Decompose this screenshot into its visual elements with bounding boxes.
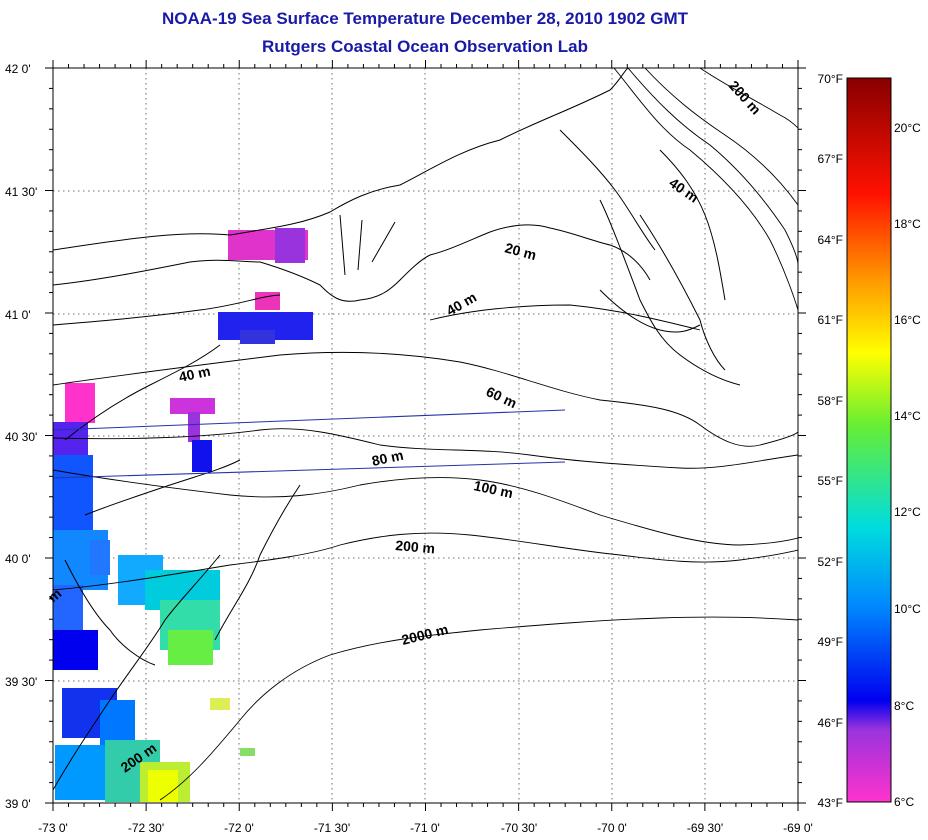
f-label: 67°F <box>818 152 843 166</box>
lon-label: -70 0' <box>597 821 627 835</box>
lon-label: -72 0' <box>224 821 254 835</box>
contour-label: 60 m <box>484 383 520 411</box>
lat-label: 39 30' <box>5 675 37 689</box>
f-label: 46°F <box>818 716 843 730</box>
latitude-labels: 42 0' 41 30' 41 0' 40 30' 40 0' 39 30' 3… <box>5 62 37 811</box>
colorbar-gradient <box>846 77 892 803</box>
map-subtitle: Rutgers Coastal Ocean Observation Lab <box>262 37 588 56</box>
lon-label: -70 30' <box>501 821 537 835</box>
longitude-labels: -73 0' -72 30' -72 0' -71 30' -71 0' -70… <box>38 821 813 835</box>
celsius-labels: 20°C 18°C 16°C 14°C 12°C 10°C 8°C 6°C <box>894 121 921 809</box>
c-label: 6°C <box>894 795 914 809</box>
contour-label: 200 m <box>726 77 764 117</box>
c-label: 10°C <box>894 602 921 616</box>
lon-label: -69 30' <box>687 821 723 835</box>
f-label: 55°F <box>818 474 843 488</box>
f-label: 43°F <box>818 796 843 810</box>
contour-label: 40 m <box>177 363 212 385</box>
sst-data-pixels <box>53 228 313 802</box>
contour-label: 20 m <box>503 239 538 263</box>
lon-label: -73 0' <box>38 821 68 835</box>
map-frame <box>52 67 799 804</box>
coastline <box>53 68 741 791</box>
lat-label: 42 0' <box>5 62 31 76</box>
lat-label: 39 0' <box>5 797 31 811</box>
c-label: 8°C <box>894 699 914 713</box>
contour-label: 80 m <box>370 447 405 469</box>
tick-marks <box>45 60 806 811</box>
lon-label: -69 0' <box>783 821 813 835</box>
c-label: 20°C <box>894 121 921 135</box>
lat-label: 40 30' <box>5 430 37 444</box>
f-label: 58°F <box>818 394 843 408</box>
f-label: 49°F <box>818 635 843 649</box>
f-label: 64°F <box>818 233 843 247</box>
fahrenheit-labels: 70°F 67°F 64°F 61°F 58°F 55°F 52°F 49°F … <box>818 72 843 810</box>
f-label: 70°F <box>818 72 843 86</box>
lat-label: 41 30' <box>5 185 37 199</box>
contour-label: 40 m <box>666 174 701 205</box>
map-title: NOAA-19 Sea Surface Temperature December… <box>162 9 688 28</box>
contour-label: 200 m <box>395 537 436 556</box>
contour-label: 100 m <box>472 477 514 501</box>
lon-label: -72 30' <box>128 821 164 835</box>
c-label: 12°C <box>894 505 921 519</box>
f-label: 52°F <box>818 555 843 569</box>
c-label: 18°C <box>894 217 921 231</box>
graticule <box>53 68 798 803</box>
bathymetry-contours <box>53 68 798 801</box>
c-label: 16°C <box>894 313 921 327</box>
lat-label: 40 0' <box>5 552 31 566</box>
lat-label: 41 0' <box>5 308 31 322</box>
c-label: 14°C <box>894 409 921 423</box>
lon-label: -71 30' <box>314 821 350 835</box>
lon-label: -71 0' <box>410 821 440 835</box>
transect-lines <box>53 409 566 479</box>
f-label: 61°F <box>818 313 843 327</box>
colorbar: 70°F 67°F 64°F 61°F 58°F 55°F 52°F 49°F … <box>818 72 922 810</box>
